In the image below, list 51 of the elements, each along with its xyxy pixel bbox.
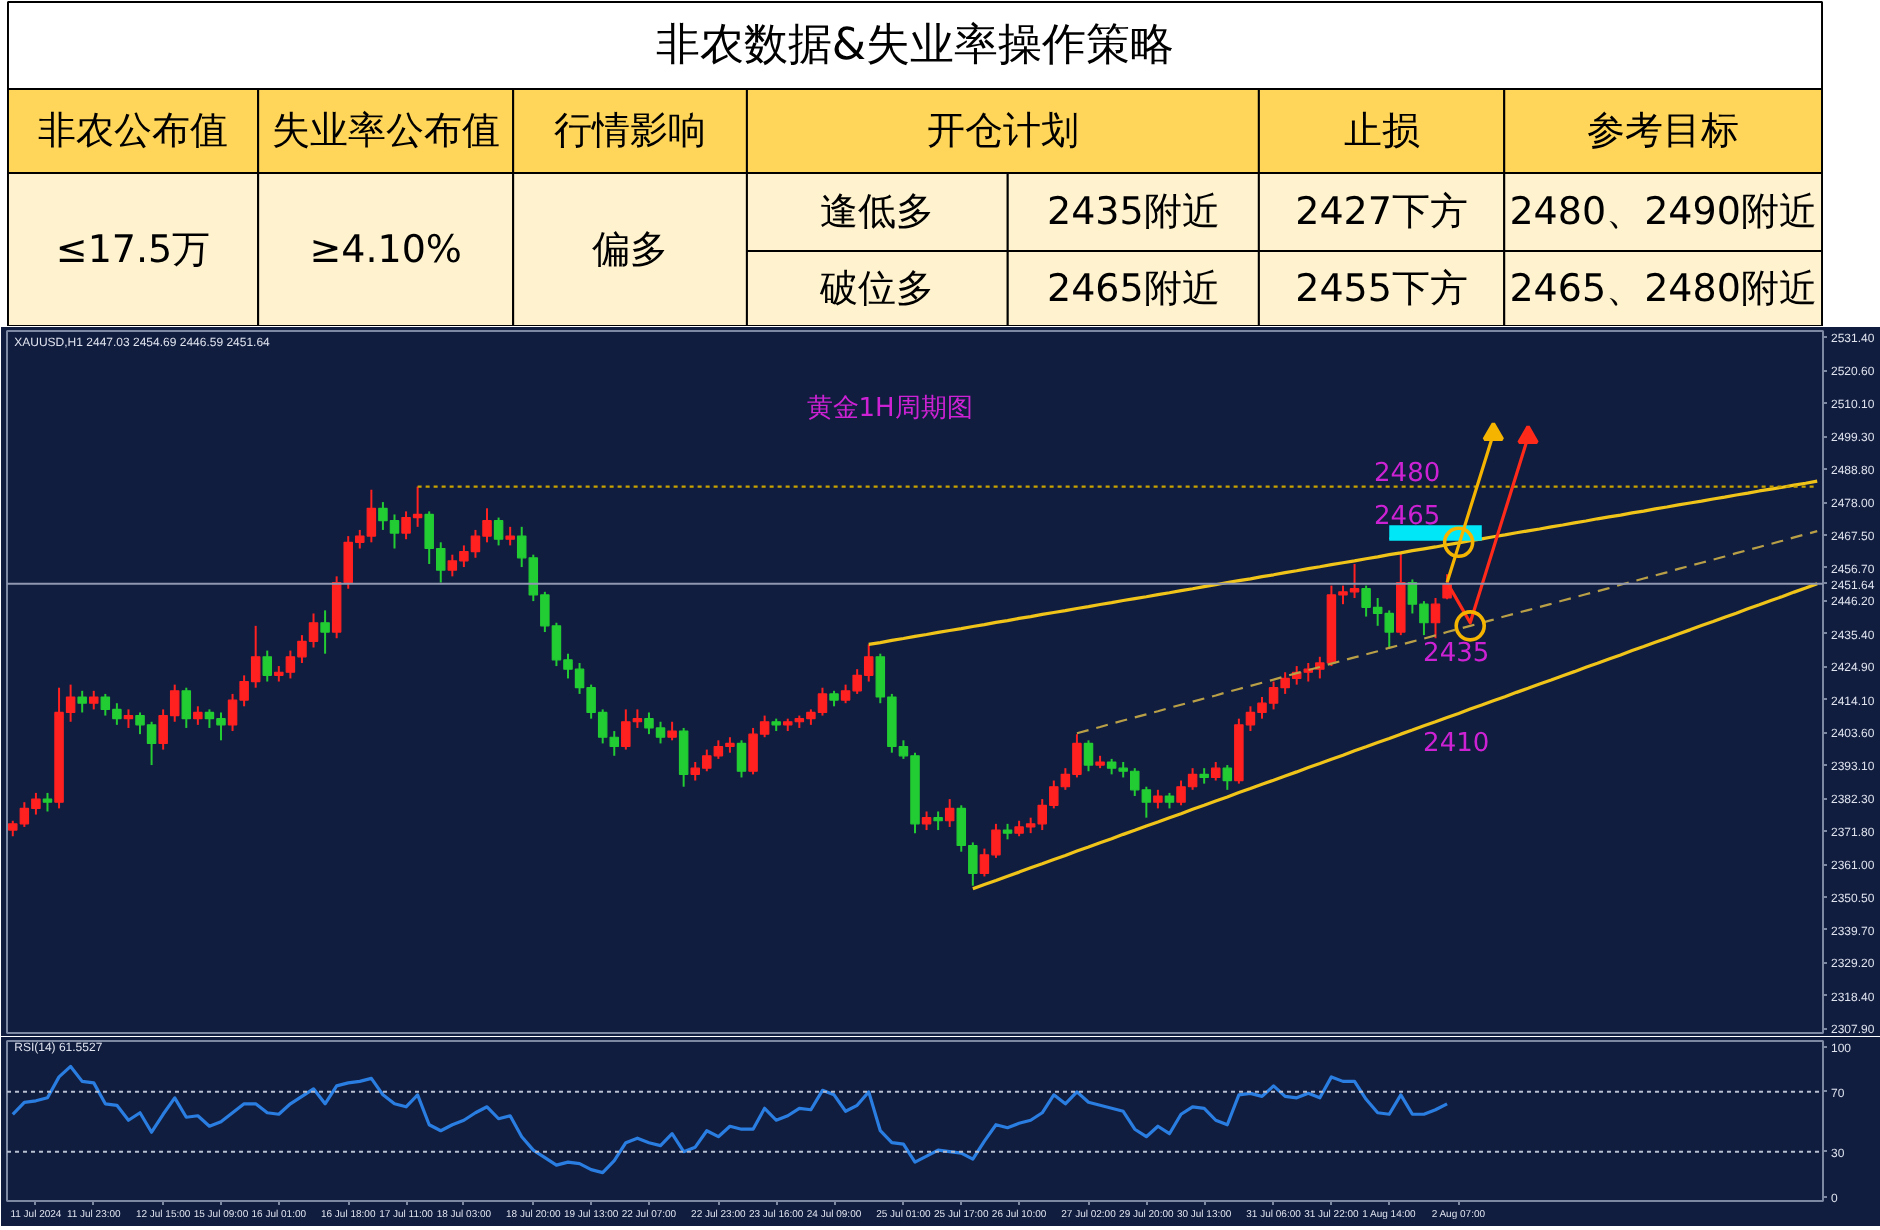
point	[1454, 610, 1487, 642]
text: 2435附近	[1046, 190, 1220, 234]
annotation: 2435	[1423, 639, 1490, 670]
annotation: 2465	[1374, 502, 1441, 533]
text: 行情影响	[554, 109, 707, 153]
text: 止损	[1343, 109, 1420, 153]
candlestick	[505, 525, 515, 547]
candlestick	[1083, 739, 1094, 773]
line-series	[11, 1064, 1449, 1175]
candlestick	[1210, 760, 1221, 782]
candlestick	[320, 609, 330, 655]
candlestick	[1153, 788, 1163, 810]
text: 开仓计划	[926, 109, 1079, 153]
text: 破位多	[818, 266, 935, 311]
text: 2465附近	[1046, 266, 1220, 311]
text: 2465、2480附近	[1509, 266, 1817, 311]
candlestick	[77, 689, 87, 714]
text: 2455下方	[1295, 266, 1468, 311]
candlestick	[678, 726, 689, 788]
candlestick	[944, 798, 955, 828]
point	[1482, 421, 1505, 442]
annotation: 黄金1H周期图	[806, 393, 973, 424]
candlestick	[1430, 597, 1441, 640]
text: 非农公布值	[38, 109, 229, 153]
candlestick	[921, 810, 932, 832]
line-series	[1075, 530, 1819, 735]
candlestick	[181, 686, 192, 729]
text: 2480、2490附近	[1509, 190, 1817, 234]
text: 逢低多	[820, 190, 935, 234]
point	[1442, 526, 1475, 559]
text: 2427下方	[1295, 190, 1468, 234]
candlestick	[42, 791, 53, 813]
candlestick	[667, 720, 677, 742]
candlestick	[88, 689, 99, 711]
candlestick	[933, 810, 943, 832]
text: 非农数据&失业率操作策略	[655, 20, 1175, 71]
text: 参考目标	[1587, 109, 1740, 153]
candlestick	[123, 708, 134, 729]
candlestick	[193, 705, 203, 726]
annotation: 2480	[1374, 459, 1441, 490]
text: ≥4.10%	[309, 227, 462, 272]
candlestick	[262, 649, 273, 683]
text: 失业率公布值	[271, 109, 500, 153]
candlestick	[493, 516, 504, 547]
point	[1517, 424, 1539, 445]
annotation: 2410	[1423, 728, 1490, 759]
candlestick	[1222, 764, 1233, 791]
candlestick	[736, 739, 747, 779]
line-series	[971, 582, 1819, 891]
text: ≤17.5万	[55, 227, 211, 272]
text: 偏多	[592, 227, 669, 272]
